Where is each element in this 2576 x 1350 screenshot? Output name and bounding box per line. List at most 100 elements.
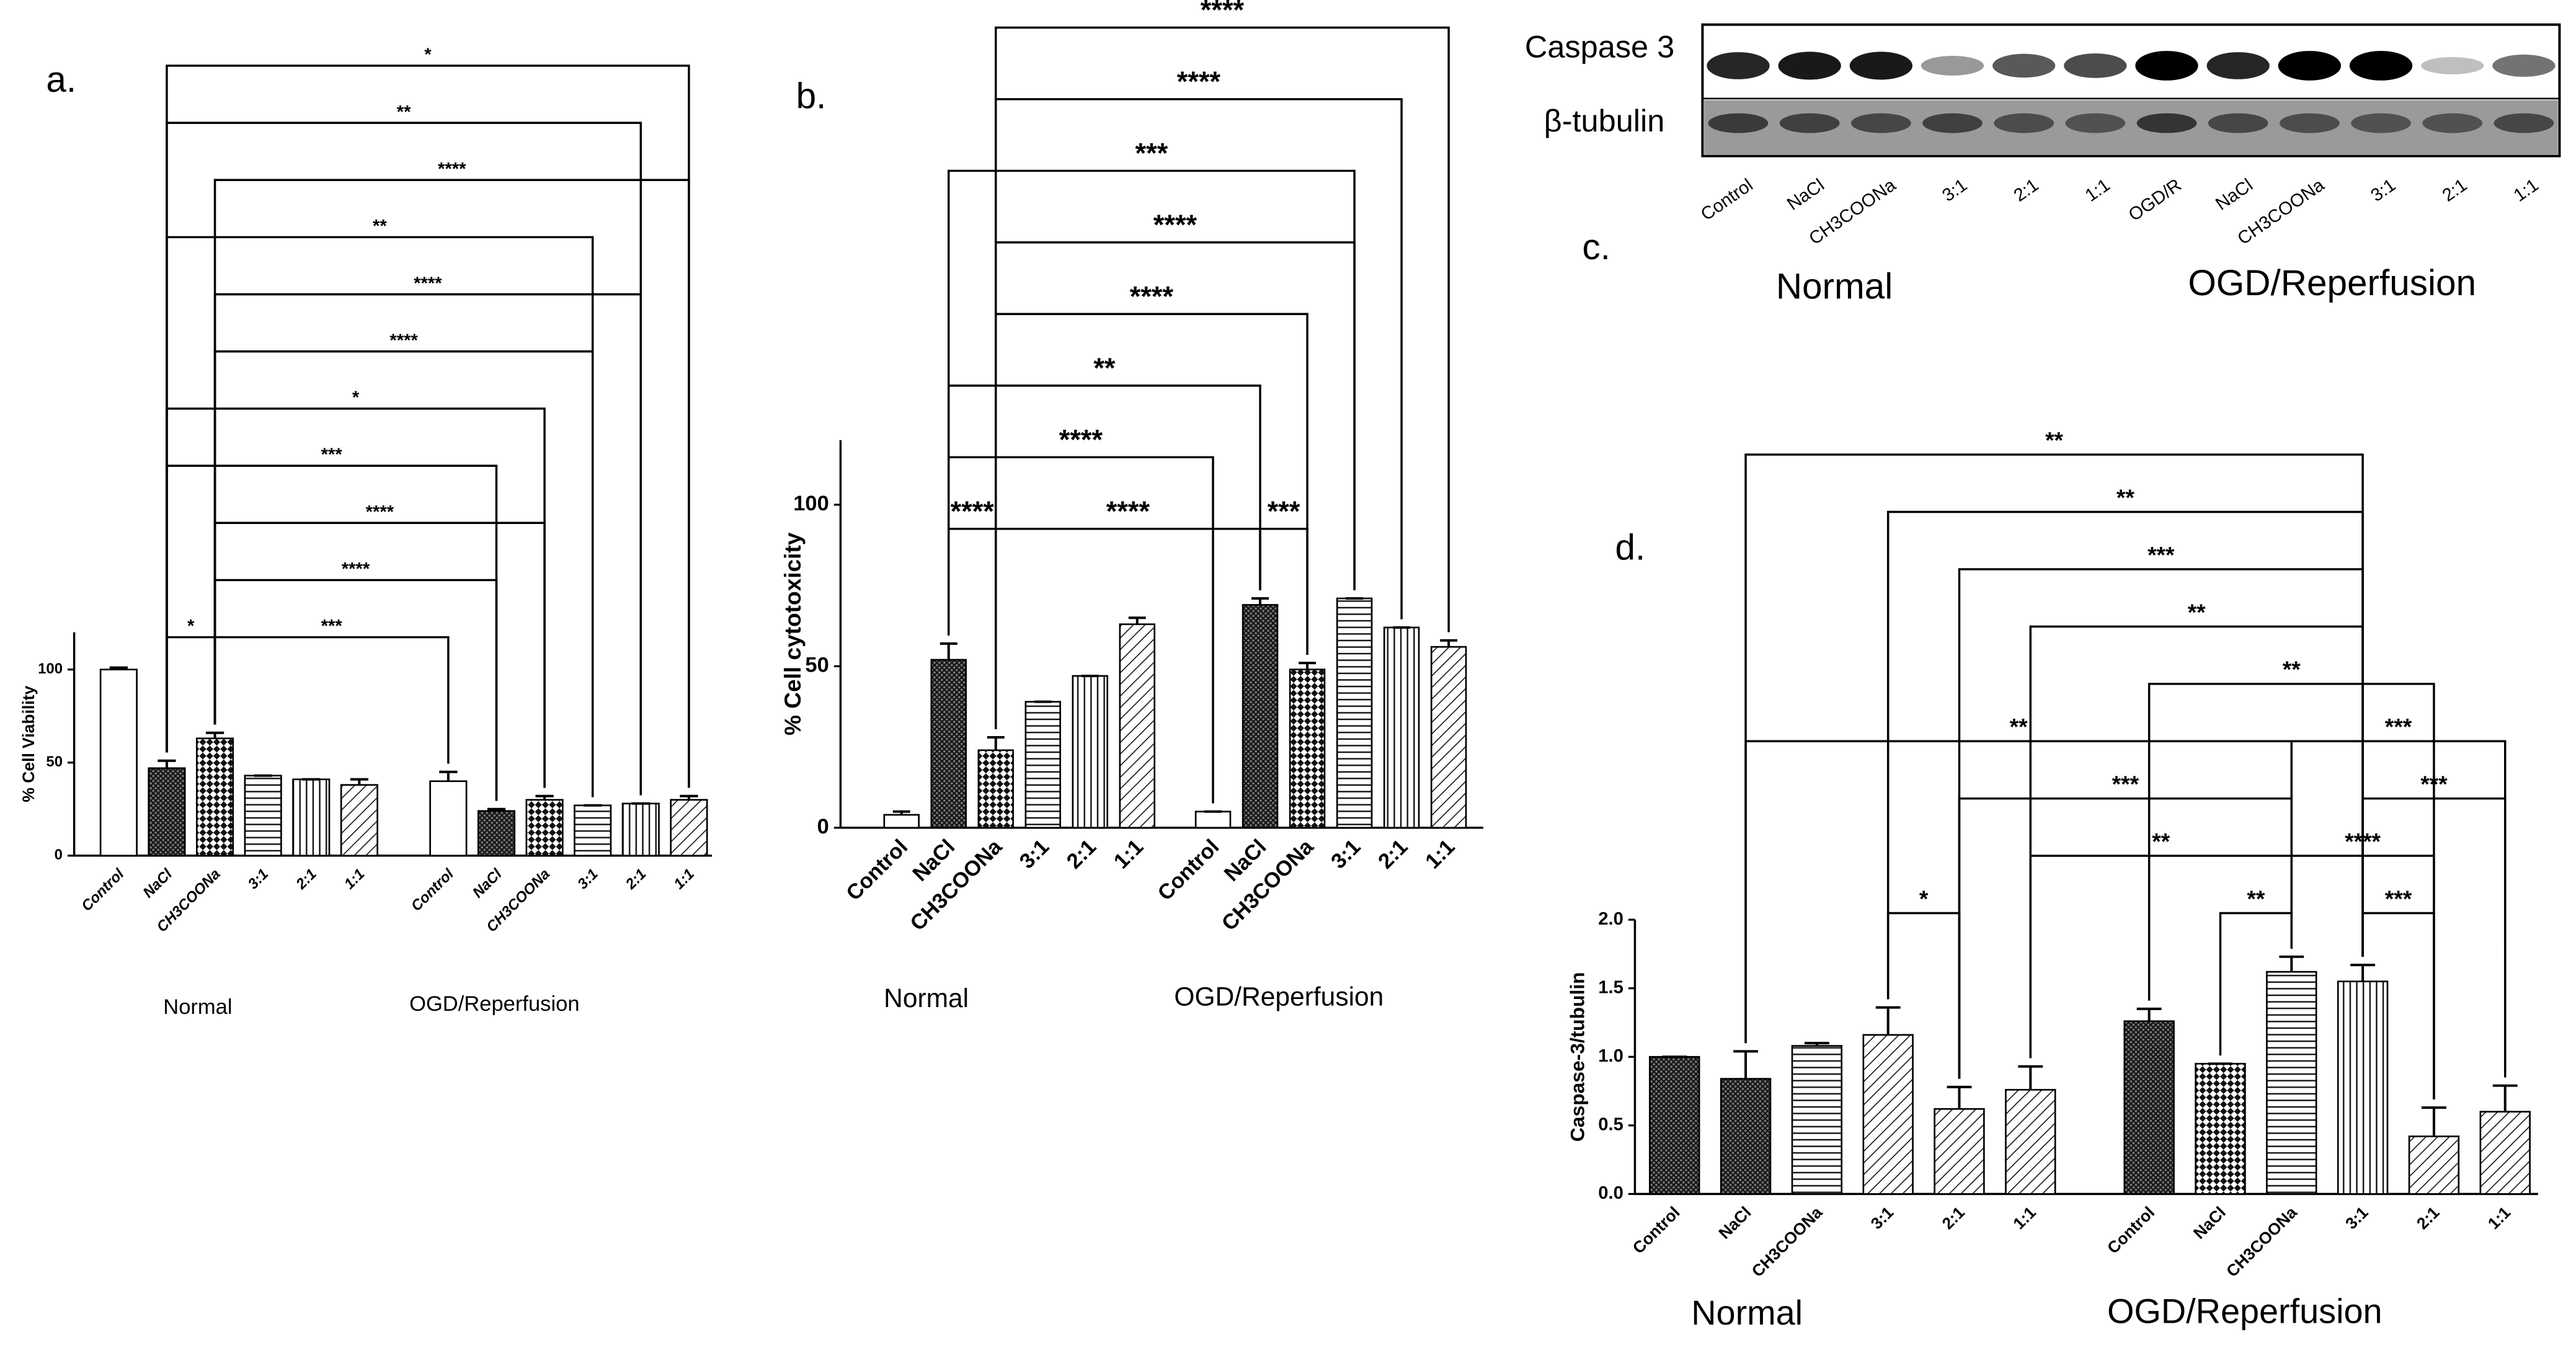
tubulin-band [1922,113,1983,133]
significance-label: **** [1201,0,1245,26]
significance-bracket [166,636,216,753]
error-bar [1128,616,1146,624]
error-bar [487,807,506,811]
error-bar [2279,955,2304,972]
error-bar [680,794,698,800]
caspase-band [2064,53,2127,78]
panel-label: c. [1582,227,1610,267]
error-bar [2136,1007,2162,1021]
significance-bracket [213,636,450,764]
group-label: Normal [163,995,232,1019]
x-tick-label: 2:1 [622,866,649,893]
significance-label: *** [2385,714,2412,740]
bar [2005,1089,2056,1195]
y-tick-label: 0.5 [1598,1115,1623,1135]
x-tick-label: 1:1 [1109,835,1148,874]
y-tick-label: 2.0 [1598,909,1623,929]
significance-bracket [995,241,1356,729]
error-bar [158,759,176,768]
significance-label: *** [321,616,343,636]
group-label: Normal [1776,267,1893,307]
blot-background [1704,100,2558,154]
x-tick-label: Control [1629,1203,1684,1258]
bar [1241,604,1279,829]
group-label: OGD/Reperfusion [1174,982,1383,1011]
y-tick-label: 1.0 [1598,1046,1623,1066]
bar [883,814,920,829]
lane-label: 3:1 [2368,175,2400,205]
bar [1024,701,1062,829]
lane-label: NaCl [1783,175,1828,214]
tubulin-band [2422,113,2483,133]
y-tick-label: 50 [805,654,828,677]
tubulin-band [2351,113,2411,133]
error-bar [1804,1042,1829,1046]
group-label: Normal [884,984,969,1013]
y-axis-label: Caspase-3/tubulin [1566,972,1588,1142]
caspase-band [2278,51,2342,81]
bar [429,780,468,857]
group-label: Normal [1691,1294,1803,1332]
x-tick-label: 2:1 [2413,1203,2443,1233]
error-bar [2018,1065,2043,1090]
x-tick-label: NaCl [140,865,176,901]
significance-label: **** [438,159,466,179]
x-tick-label: 2:1 [1939,1203,1969,1233]
x-tick-label: Control [842,835,912,905]
x-tick-label: 2:1 [1062,835,1101,874]
x-tick-label: 1:1 [2009,1203,2040,1233]
significance-label: * [1919,886,1929,912]
y-tick-label: 100 [793,492,829,515]
x-tick-label: 3:1 [245,866,272,892]
x-tick-label: 1:1 [2484,1203,2515,1233]
lane-label: 2:1 [2439,175,2471,205]
y-tick-label: 1.5 [1598,977,1623,997]
significance-label: * [424,45,432,65]
group-label: OGD/Reperfusion [409,992,579,1016]
x-tick-label: 3:1 [574,866,602,892]
significance-label: ** [2010,714,2028,740]
error-bar [2350,964,2376,982]
error-bar [1875,1006,1901,1035]
error-bar [109,666,128,670]
significance-label: **** [389,331,418,350]
caspase-band [2135,51,2198,81]
significance-label: **** [1106,495,1150,527]
group-label: OGD/Reperfusion [2107,1292,2382,1331]
significance-label: ** [2188,599,2206,625]
y-axis-label: % Cell cytotoxicity [779,532,806,735]
significance-bracket [948,169,1356,636]
bar [1289,668,1326,829]
x-tick-label: 3:1 [2342,1203,2372,1233]
x-tick-label: Control [408,865,458,915]
lane-label: 1:1 [2510,175,2543,205]
significance-label: **** [951,495,995,527]
error-bar [205,731,224,739]
row-label: β-tubulin [1544,103,1665,138]
x-tick-label: 1:1 [341,866,368,892]
significance-label: * [187,616,195,636]
x-tick-label: Control [1153,835,1224,905]
bar [292,778,331,857]
tubulin-band [2136,113,2197,133]
lane-label: Control [1697,175,1757,224]
bar [148,767,186,857]
y-axis-label: % Cell Viability [19,686,38,802]
bar [1430,646,1467,829]
caspase-band [2492,55,2556,77]
error-bar [350,778,368,785]
caspase-band [1707,52,1770,79]
bar [1791,1045,1843,1195]
significance-label: **** [1059,424,1103,456]
tubulin-band [2208,113,2268,133]
significance-bracket [1744,740,2293,1044]
caspase-band [1921,56,1984,76]
error-bar [1733,1050,1758,1079]
tubulin-band [2065,113,2126,133]
bar [621,802,660,857]
error-bar [987,735,1005,750]
significance-label: *** [2112,771,2139,797]
bar [477,810,516,857]
bar [1720,1078,1772,1195]
